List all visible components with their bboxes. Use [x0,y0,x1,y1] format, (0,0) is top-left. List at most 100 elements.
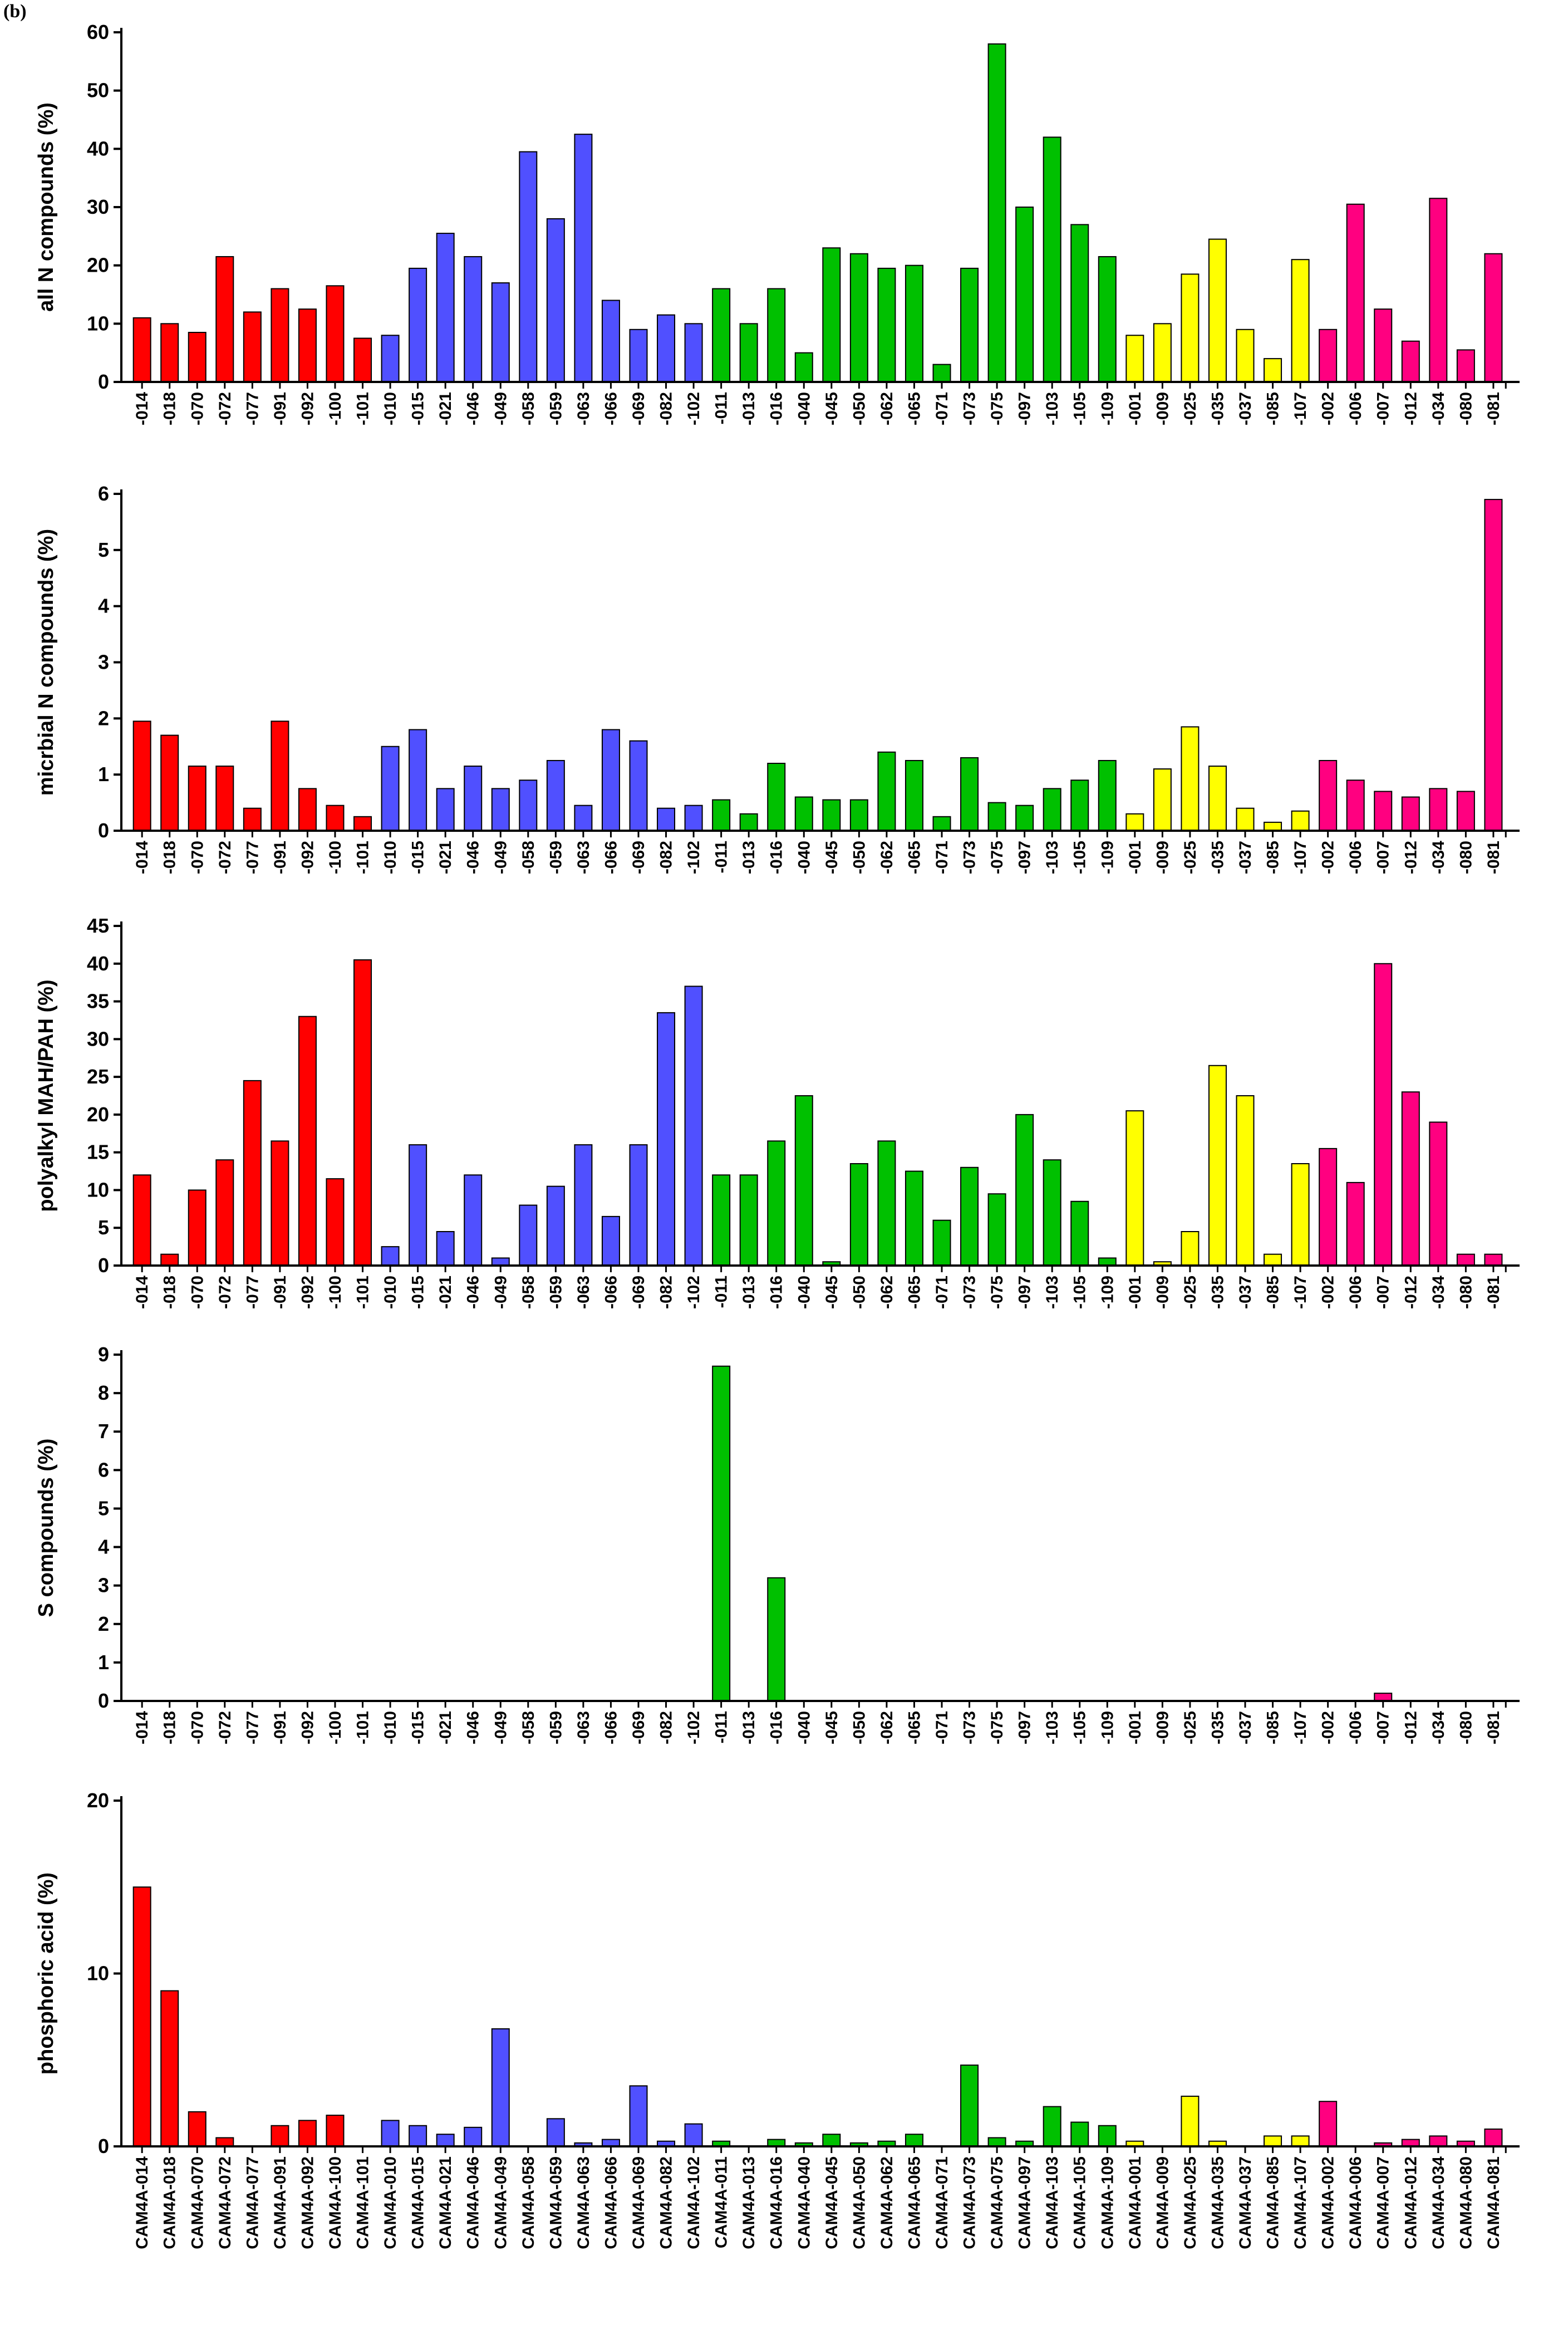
x-tick-label: -006 [1346,1711,1365,1744]
x-tick-label: -050 [850,1276,868,1309]
bar-103 [1043,788,1061,831]
bar-080 [1456,1253,1475,1267]
y-tick-label: 5 [98,1216,109,1239]
x-tick-label: -049 [491,1276,510,1309]
x-tick-label: CAM4A-014 [133,2156,151,2249]
x-tick-label: -014 [133,841,151,874]
x-tick-label: -001 [1126,1711,1144,1744]
bar-010 [381,335,400,383]
y-tick-label: 10 [87,312,109,335]
x-tick-label: -080 [1457,392,1475,425]
x-tick-label: -015 [409,841,427,874]
x-tick-label: -015 [409,1711,427,1744]
x-tick-label: -071 [933,1711,951,1744]
x-tick-label: CAM4A-010 [381,2156,400,2249]
bar-CAM4A-100 [326,2115,345,2147]
bar-037 [1236,1095,1255,1266]
bar-058 [519,151,538,383]
x-tick-label: CAM4A-037 [1236,2156,1255,2249]
x-tick-label: -092 [298,841,317,874]
bar-080 [1456,349,1475,383]
x-tick-label: -015 [409,1276,427,1309]
bar-CAM4A-073 [960,2065,979,2147]
bar-016 [767,763,786,831]
x-tick-label: -012 [1402,392,1420,425]
bar-097 [1015,207,1034,383]
x-tick-label: -063 [574,1276,593,1309]
x-tick-label: CAM4A-107 [1291,2156,1310,2249]
x-tick-label: -069 [630,1711,648,1744]
bar-077 [243,1080,262,1267]
x-tick-label: -069 [630,392,648,425]
bar-CAM4A-107 [1291,2135,1310,2147]
x-tick-label: CAM4A-050 [850,2156,868,2249]
x-tick-label: CAM4A-103 [1043,2156,1061,2249]
x-tick-label: CAM4A-075 [988,2156,1006,2249]
x-tick-label: -066 [602,392,620,425]
bar-021 [436,233,455,383]
x-tick-label: -002 [1319,1276,1338,1309]
bar-CAM4A-109 [1098,2125,1117,2147]
bar-CAM4A-049 [491,2028,510,2147]
x-tick-label: -091 [271,392,289,425]
x-tick-label: CAM4A-091 [271,2156,289,2249]
x-tick-label: CAM4A-035 [1208,2156,1227,2249]
x-tick-label: CAM4A-015 [409,2156,427,2249]
x-tick-label: CAM4A-046 [464,2156,483,2249]
y-tick-label: 20 [87,1103,109,1126]
x-tick-label: -072 [216,841,234,874]
bar-010 [381,746,400,831]
x-tick-label: -091 [271,1276,289,1309]
bar-006 [1346,779,1365,831]
x-tick-label: -007 [1374,841,1393,874]
x-tick-label: -007 [1374,392,1393,425]
x-tick-label: -014 [133,1276,151,1309]
bar-107 [1291,1163,1310,1266]
x-tick-label: -035 [1208,841,1227,874]
bar-046 [464,256,483,383]
bar-021 [436,1231,455,1266]
bar-049 [491,1257,510,1266]
x-tick-label: -010 [381,392,400,425]
bar-025 [1181,1231,1200,1266]
x-tick-label: -049 [491,392,510,425]
x-tick-label: -107 [1291,1276,1310,1309]
bar-012 [1401,340,1420,383]
y-tick-label: 10 [87,1962,109,1985]
x-tick-label: -082 [657,1711,676,1744]
x-tick-label: CAM4A-007 [1374,2156,1393,2249]
x-tick-label: -105 [1071,1276,1089,1309]
x-tick-label: CAM4A-097 [1016,2156,1034,2249]
x-tick-label: -006 [1346,841,1365,874]
bar-014 [132,720,151,831]
x-tick-label: -045 [823,392,841,425]
bar-037 [1236,807,1255,831]
x-tick-label: -002 [1319,841,1338,874]
x-tick-label: -062 [878,1276,896,1309]
bar-073 [960,1166,979,1267]
bar-107 [1291,810,1310,832]
x-tick-label: -101 [354,1711,372,1744]
chart-panel-3: 0 5 10 15 20 25 30 35 40 45 polyalkyl MAH/PAH (%) -… [35,914,1520,1309]
x-tick-label: -107 [1291,841,1310,874]
bar-102 [684,985,703,1266]
x-tick-label: -045 [823,1276,841,1309]
x-tick-label: CAM4A-045 [823,2156,841,2249]
bar-066 [601,300,620,383]
x-tick-label: -011 [712,1711,731,1743]
bar-107 [1291,259,1310,383]
x-tick-label: -025 [1181,1276,1200,1309]
bar-CAM4A-021 [436,2134,455,2147]
x-tick-label: -040 [795,1276,813,1309]
y-tick-label: 0 [98,819,109,842]
x-tick-label: -091 [271,841,289,874]
x-tick-label: -080 [1457,1711,1475,1744]
x-tick-label: -071 [933,841,951,874]
x-tick-label: -062 [878,392,896,425]
bar-103 [1043,136,1061,383]
bar-101 [353,959,372,1266]
bar-037 [1236,328,1255,383]
bar-015 [409,729,427,831]
bar-002 [1319,759,1338,832]
